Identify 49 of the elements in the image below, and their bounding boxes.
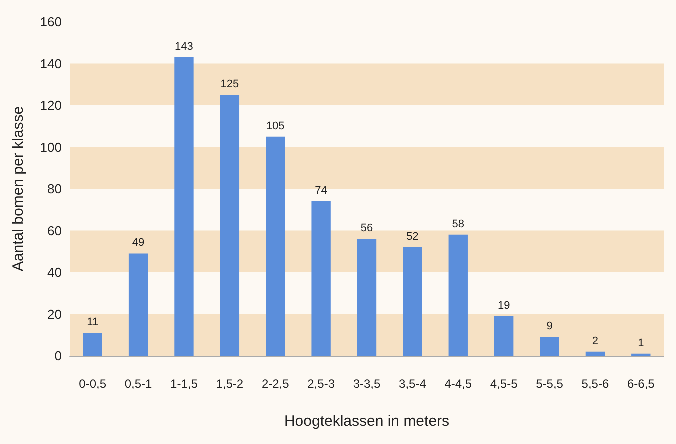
- y-tick-label: 160: [40, 14, 62, 30]
- y-tick-label: 60: [48, 223, 62, 238]
- x-tick-label: 5-5,5: [536, 377, 564, 391]
- data-label: 56: [360, 222, 374, 235]
- x-tick-label: 6-6,5: [627, 377, 656, 391]
- bar: [403, 247, 422, 356]
- bar: [128, 254, 148, 356]
- x-tick-label: 2,5-3: [308, 377, 336, 391]
- bar: [266, 136, 286, 356]
- data-label: 1: [638, 337, 644, 350]
- bar: [220, 95, 240, 356]
- data-label: 74: [315, 185, 328, 198]
- bar: [174, 57, 194, 356]
- data-label: 19: [498, 300, 510, 312]
- bar: [540, 337, 560, 356]
- x-axis-title: Hoogteklassen in meters: [284, 413, 450, 430]
- x-tick-label: 0-0,5: [79, 377, 107, 391]
- bar: [586, 352, 606, 356]
- y-tick-label: 20: [48, 306, 62, 322]
- bar: [448, 234, 468, 356]
- data-label: 105: [266, 120, 285, 132]
- y-axis-title: Aantal bomen per klasse: [10, 106, 27, 272]
- x-tick-label: 3,5-4: [399, 377, 427, 391]
- x-tick-label: 1,5-2: [216, 377, 244, 391]
- bar: [83, 333, 102, 356]
- data-label: 52: [406, 230, 419, 243]
- x-tick-label: 5,5-6: [582, 377, 610, 391]
- y-tick-label: 80: [48, 182, 62, 196]
- x-tick-label: 0,5-1: [124, 377, 153, 391]
- data-label: 49: [132, 237, 145, 250]
- y-tick-label: 100: [40, 140, 62, 155]
- bar: [494, 316, 514, 356]
- x-tick-label: 4,5-5: [490, 377, 518, 391]
- y-tick-label: 120: [40, 98, 62, 113]
- bar: [312, 202, 331, 356]
- bar: [357, 239, 377, 356]
- y-tick-label: 140: [40, 56, 62, 72]
- x-tick-label: 3-3,5: [353, 377, 381, 391]
- data-label: 143: [175, 40, 194, 53]
- data-label: 58: [452, 218, 465, 230]
- data-label: 9: [546, 320, 553, 333]
- x-tick-label: 1-1,5: [170, 377, 198, 391]
- data-label: 125: [220, 78, 240, 91]
- y-tick-label: 0: [54, 348, 62, 364]
- y-tick-label: 40: [48, 265, 62, 280]
- data-label: 2: [592, 335, 599, 348]
- x-tick-label: 4-4,5: [444, 377, 472, 391]
- x-tick-label: 2-2,5: [262, 377, 290, 391]
- data-label: 11: [87, 316, 99, 329]
